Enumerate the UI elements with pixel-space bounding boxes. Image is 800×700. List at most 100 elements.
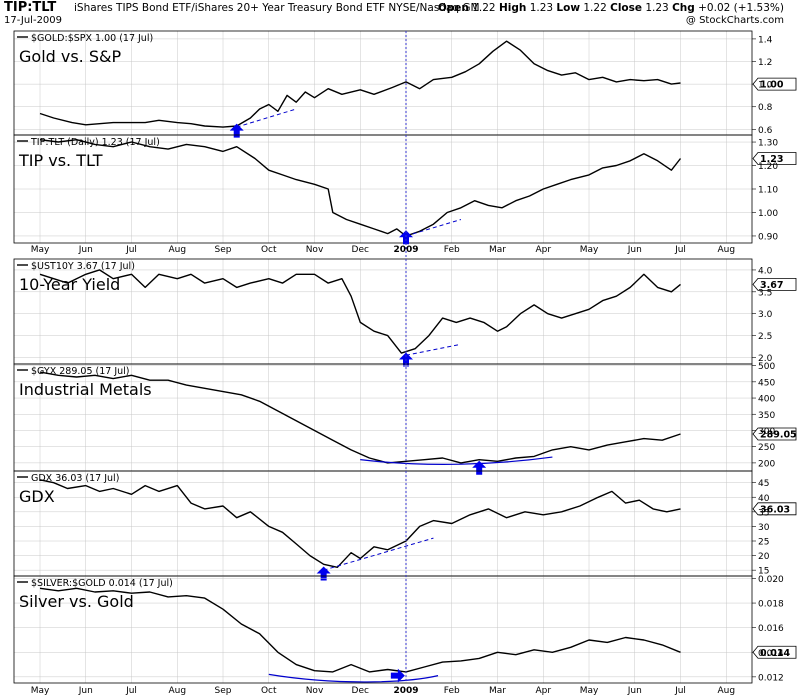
y-tick-label: 1.0 [758, 81, 773, 91]
x-tick-label: Jun [627, 686, 642, 696]
support-curve [268, 673, 439, 683]
y-tick-label: 45 [758, 479, 769, 489]
x-tick-label: Mar [489, 686, 506, 696]
x-tick-label: Dec [352, 686, 369, 696]
x-tick-label: Nov [306, 245, 324, 255]
x-tick-label: Aug [168, 245, 186, 255]
last-value-label: 1.00 [760, 80, 784, 91]
price-line [39, 40, 681, 128]
y-tick-label: 20 [758, 552, 770, 562]
legend-label: $GOLD:$SPX 1.00 (17 Jul) [31, 33, 153, 44]
y-tick-label: 0.8 [758, 103, 773, 113]
x-tick-label: May [580, 686, 599, 696]
x-tick-label: Jul [674, 686, 686, 696]
y-tick-label: 1.2 [758, 58, 772, 68]
panel-title: 10-Year Yield [19, 275, 120, 294]
price-line [39, 479, 681, 568]
chart-description: iShares TIPS Bond ETF/iShares 20+ Year T… [74, 2, 480, 14]
x-tick-label: Oct [261, 245, 277, 255]
trendline [236, 108, 297, 128]
y-tick-label: 2.0 [758, 354, 773, 364]
support-curve [360, 456, 553, 465]
y-tick-label: 250 [758, 443, 775, 453]
x-tick-label: Oct [261, 686, 277, 696]
legend-label: GDX 36.03 (17 Jul) [31, 473, 119, 484]
y-tick-label: 30 [758, 523, 770, 533]
x-tick-label: Apr [535, 686, 551, 696]
y-tick-label: 1.10 [758, 186, 778, 196]
y-tick-label: 0.012 [758, 673, 784, 683]
panel-frame [13, 258, 753, 365]
panel-2 [13, 134, 797, 245]
last-value-tag [752, 277, 797, 291]
arrow-up-icon [472, 460, 487, 475]
x-tick-label: Dec [352, 245, 369, 255]
legend-label: $SILVER:$GOLD 0.014 (17 Jul) [31, 578, 173, 589]
last-value-label: 36.03 [760, 504, 790, 515]
y-tick-label: 0.018 [758, 600, 784, 610]
x-tick-label: May [31, 686, 50, 696]
y-tick-label: 300 [758, 427, 775, 437]
x-tick-label: Jun [78, 245, 93, 255]
x-tick-label: Aug [717, 245, 735, 255]
panel-frame [13, 470, 753, 577]
x-tick-label: Jun [78, 686, 93, 696]
y-tick-label: 350 [758, 411, 775, 421]
x-tick-label: Jul [125, 245, 137, 255]
y-tick-label: 3.5 [758, 288, 772, 298]
y-tick-label: 0.6 [758, 126, 773, 136]
price-line [39, 587, 681, 673]
quote-summary: Open 1.22 High 1.23 Low 1.22 Close 1.23 … [437, 2, 784, 14]
y-tick-label: 0.90 [758, 232, 778, 242]
x-tick-label: Jul [674, 245, 686, 255]
y-tick-label: 400 [758, 395, 775, 405]
panel-frame [13, 575, 753, 684]
stockcharts-logo: @ StockCharts.com [685, 15, 784, 26]
y-tick-label: 1.00 [758, 209, 778, 219]
panel-title: GDX [19, 487, 55, 506]
x-tick-label: Sep [215, 245, 232, 255]
arrow-up-icon [399, 230, 413, 245]
panel-title: TIP vs. TLT [18, 151, 103, 170]
trendline [405, 343, 461, 356]
panel-5 [13, 470, 797, 581]
panel-6 [13, 575, 797, 684]
last-value-label: 1.23 [760, 154, 783, 165]
y-tick-label: 0.014 [758, 649, 784, 659]
x-tick-label: 2009 [393, 245, 418, 255]
last-value-tag [752, 645, 797, 659]
last-value-tag [752, 77, 797, 91]
chart-date: 17-Jul-2009 [4, 15, 63, 26]
panel-title: Industrial Metals [19, 380, 152, 399]
arrow-up-icon [316, 566, 331, 581]
panel-3 [13, 258, 797, 367]
y-tick-label: 450 [758, 378, 775, 388]
x-tick-label: Feb [444, 245, 460, 255]
x-tick-label: Nov [306, 686, 324, 696]
y-tick-label: 1.30 [758, 139, 778, 149]
y-tick-label: 0.016 [758, 624, 784, 634]
x-tick-label: Sep [215, 686, 232, 696]
y-tick-label: 2.5 [758, 332, 772, 342]
last-value-tag [752, 152, 797, 165]
x-tick-label: Feb [444, 686, 460, 696]
x-tick-label: Mar [489, 245, 506, 255]
y-tick-label: 15 [758, 567, 769, 577]
trendline [323, 537, 434, 571]
x-tick-label: Aug [168, 686, 186, 696]
y-tick-label: 1.20 [758, 162, 778, 172]
y-tick-label: 200 [758, 459, 775, 469]
x-tick-label: Aug [717, 686, 735, 696]
legend-label: $UST10Y 3.67 (17 Jul) [31, 261, 135, 272]
price-line [39, 371, 681, 464]
arrow-up-icon [229, 123, 244, 138]
y-tick-label: 4.0 [758, 266, 773, 276]
x-tick-label: Apr [535, 245, 551, 255]
trendline [405, 219, 462, 237]
price-line [39, 269, 681, 354]
y-tick-label: 500 [758, 362, 775, 372]
chart-header: TIP:TLT iShares TIPS Bond ETF/iShares 20… [2, 0, 798, 28]
last-value-label: 3.67 [760, 280, 783, 291]
panel-frame [13, 30, 753, 136]
last-value-tag [752, 427, 797, 441]
